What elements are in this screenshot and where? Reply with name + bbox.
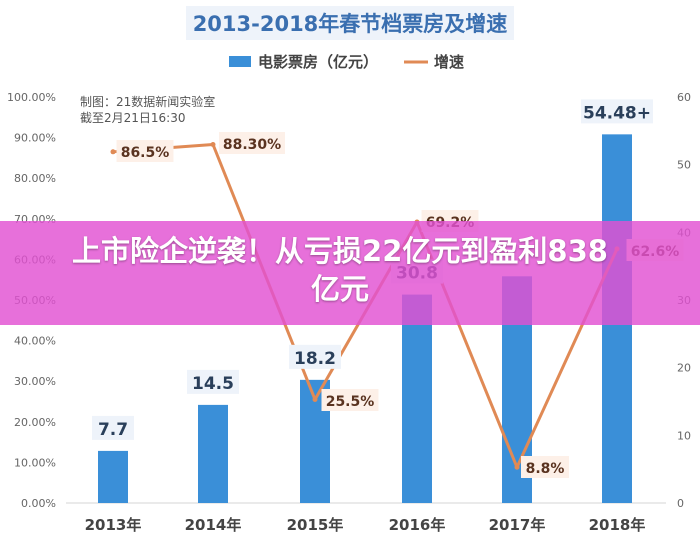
annotation-line: 制图：21数据新闻实验室: [80, 94, 215, 109]
legend-swatch-bar: [229, 56, 251, 67]
line-point: [110, 149, 116, 155]
bar-value-label: 14.5: [192, 374, 234, 394]
y-left-tick-label: 0.00%: [21, 497, 56, 510]
y-left-tick-label: 90.00%: [14, 132, 56, 145]
y-right-tick-label: 60: [677, 91, 691, 104]
line-point: [312, 396, 318, 402]
line-value-label: 86.5%: [121, 145, 170, 161]
legend-label-line: 增速: [434, 53, 464, 71]
bar-value-label: 54.48+: [583, 103, 651, 123]
line-value-label-bg: [219, 132, 285, 154]
chart-title: 2013-2018年春节档票房及增速: [193, 12, 508, 36]
bar-value-label-bg: [581, 99, 653, 124]
y-right-tick-label: 10: [677, 429, 691, 442]
x-tick-label: 2018年: [589, 516, 646, 534]
y-left-tick-label: 80.00%: [14, 172, 56, 185]
annotation-line: 截至2月21日16:30: [80, 111, 186, 125]
bar-value-label-bg: [92, 415, 134, 440]
y-right-tick-label: 50: [677, 159, 691, 172]
line-point: [514, 464, 520, 470]
legend: 电影票房（亿元） 增速: [229, 53, 464, 71]
y-right-tick-label: 20: [677, 362, 691, 375]
headline-text: 上市险企逆袭！从亏损22亿元到盈利838亿元: [72, 234, 608, 306]
y-left-tick-label: 20.00%: [14, 416, 56, 429]
line-value-label-bg: [321, 389, 379, 411]
x-tick-label: 2014年: [185, 516, 242, 534]
bar-value-label: 7.7: [98, 420, 128, 440]
line-point: [210, 142, 216, 148]
bar-value-label: 18.2: [294, 349, 336, 369]
headline-banner: [0, 221, 700, 325]
x-tick-label: 2016年: [389, 516, 446, 534]
y-left-tick-label: 100.00%: [7, 91, 56, 104]
bar: [198, 404, 228, 503]
bar: [98, 450, 128, 503]
x-tick-label: 2017年: [489, 516, 546, 534]
y-left-tick-label: 40.00%: [14, 335, 56, 348]
y-right-tick-label: 0: [677, 497, 684, 510]
legend-label-bar: 电影票房（亿元）: [258, 53, 378, 71]
bar-value-label-bg: [289, 344, 341, 369]
chart-title-background: [186, 6, 514, 40]
bar-value-label-bg: [187, 369, 239, 394]
line-value-label: 88.30%: [223, 137, 281, 153]
bar: [402, 294, 432, 503]
x-tick-label: 2013年: [85, 516, 142, 534]
line-value-label: 8.8%: [526, 461, 565, 477]
line-value-label-bg: [116, 140, 174, 162]
x-tick-label: 2015年: [287, 516, 344, 534]
y-left-tick-label: 30.00%: [14, 375, 56, 388]
line-value-label-bg: [521, 456, 569, 478]
y-left-tick-label: 10.00%: [14, 456, 56, 469]
line-value-label: 25.5%: [326, 394, 375, 410]
